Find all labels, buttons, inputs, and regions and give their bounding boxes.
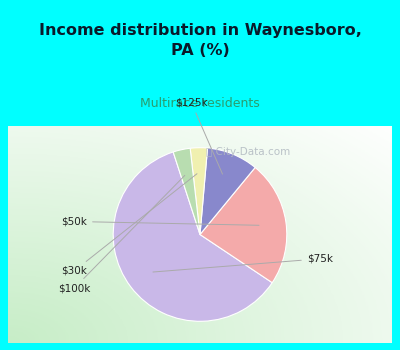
Text: ⓘ City-Data.com: ⓘ City-Data.com (206, 147, 290, 157)
Wedge shape (200, 167, 287, 283)
Text: $125k: $125k (175, 98, 222, 174)
Wedge shape (113, 152, 272, 321)
Text: $100k: $100k (58, 175, 185, 293)
Text: $50k: $50k (61, 217, 259, 226)
Wedge shape (200, 148, 255, 234)
Text: Multirace residents: Multirace residents (140, 97, 260, 110)
Wedge shape (190, 148, 208, 234)
Wedge shape (173, 148, 200, 235)
Text: $75k: $75k (153, 254, 333, 272)
Text: Income distribution in Waynesboro,
PA (%): Income distribution in Waynesboro, PA (%… (38, 23, 362, 57)
Text: $30k: $30k (61, 174, 197, 276)
